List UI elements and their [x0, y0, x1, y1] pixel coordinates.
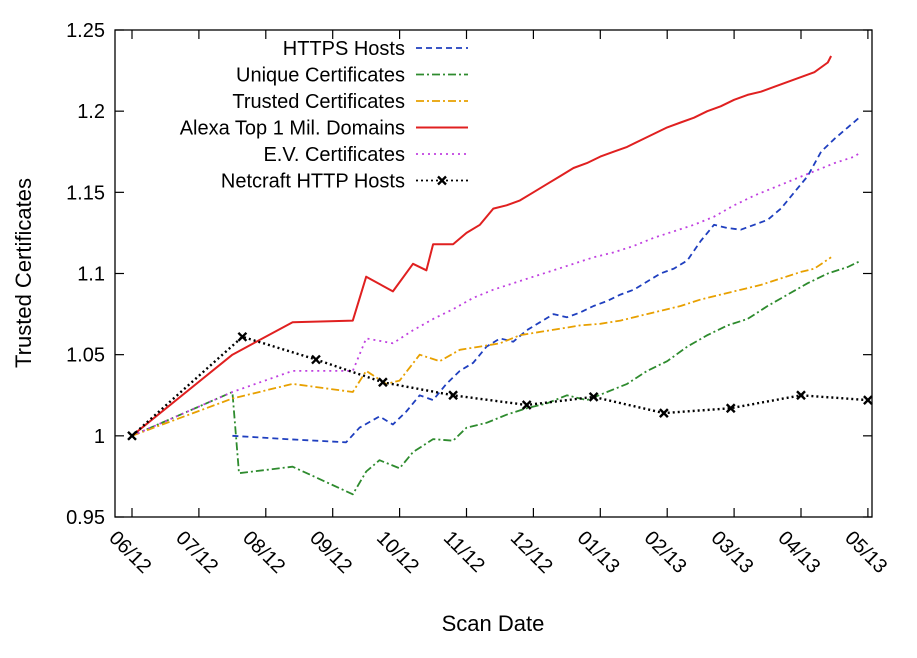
data-point-marker: [588, 392, 599, 402]
y-tick-label: 1.05: [66, 345, 105, 367]
data-point-marker: [796, 390, 806, 401]
data-point-marker: [311, 354, 321, 365]
series-line-1: [131, 259, 862, 496]
legend-label: HTTPS Hosts: [283, 38, 405, 60]
legend-label: Unique Certificates: [236, 65, 405, 87]
x-tick-label: 05/13: [840, 527, 891, 578]
y-axis-title: Trusted Certificates: [11, 178, 36, 368]
x-tick-label: 06/12: [104, 527, 155, 578]
y-tick-label: 1.2: [77, 101, 105, 123]
series-line-3: [131, 55, 832, 437]
x-tick-label: 12/12: [506, 527, 557, 578]
data-point-marker: [448, 390, 458, 401]
y-tick-label: 1: [94, 426, 105, 448]
series-line-4: [131, 150, 862, 437]
legend-label: Netcraft HTTP Hosts: [221, 171, 405, 193]
x-tick-label: 10/12: [372, 527, 423, 578]
x-axis: 06/12 07/12 08/12 09/12 10/12 11/12 12/12 01/13…: [104, 30, 891, 578]
data-point-marker: [659, 408, 669, 418]
x-axis-title: Scan Date: [442, 611, 545, 636]
data-point-marker: [378, 377, 388, 388]
x-tick-label: 09/12: [305, 527, 356, 578]
series-line-2: [131, 256, 832, 437]
x-tick-label: 08/12: [238, 527, 289, 578]
y-tick-label: 1.1: [77, 264, 105, 286]
series-line-5: [131, 335, 868, 437]
legend-marker: [437, 175, 447, 186]
legend: HTTPS Hosts Unique Certificates Trusted Ce…: [180, 38, 468, 193]
y-axis: 0.95 1 1.05 1.1 1.15 1.2 1.25: [66, 20, 872, 529]
x-tick-label: 01/13: [573, 527, 624, 578]
x-tick-label: 07/12: [171, 527, 222, 578]
x-tick-label: 11/12: [439, 527, 489, 577]
data-point-marker: [725, 403, 736, 414]
x-tick-label: 04/13: [773, 527, 824, 578]
y-tick-label: 1.25: [66, 20, 105, 42]
series-layer: [127, 55, 873, 496]
series-line-0: [232, 115, 862, 444]
data-point-marker: [863, 395, 873, 405]
legend-label: E.V. Certificates: [263, 144, 405, 166]
x-tick-label: 03/13: [707, 527, 758, 578]
legend-label: Alexa Top 1 Mil. Domains: [180, 118, 405, 140]
data-point-marker: [521, 400, 532, 410]
y-tick-label: 1.15: [66, 182, 105, 204]
legend-label: Trusted Certificates: [232, 91, 405, 113]
plot-frame: [114, 29, 873, 518]
data-point-marker: [237, 331, 248, 342]
y-tick-label: 0.95: [66, 507, 105, 529]
data-point-marker: [127, 430, 137, 441]
x-tick-label: 02/13: [640, 527, 691, 578]
